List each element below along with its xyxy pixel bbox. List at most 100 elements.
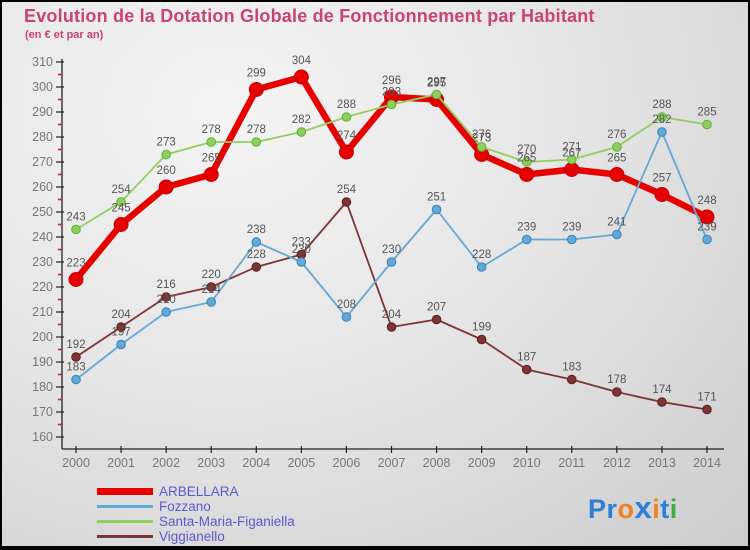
y-tick-label: 290 [32,105,53,119]
data-label-arbellara: 248 [697,195,716,207]
data-label-viggianello: 174 [652,384,672,396]
data-label-arbellara: 296 [382,75,401,87]
data-label-fozzano: 214 [202,284,222,296]
data-label-arbellara: 257 [652,173,671,185]
legend-item-santa-maria-figaniella: Santa-Maria-Figaniella [97,514,295,529]
data-point-arbellara [113,217,129,232]
data-label-fozzano: 183 [66,362,85,374]
data-label-fozzano: 251 [427,192,446,204]
data-point-viggianello [251,262,262,272]
data-point-fozzano [386,257,397,267]
x-tick-label: 2011 [558,456,585,470]
data-point-viggianello [612,387,622,397]
data-label-santa-maria-figaniella: 278 [202,124,221,136]
data-point-arbellara [338,144,354,160]
data-label-fozzano: 197 [111,327,130,339]
data-label-viggianello: 220 [202,269,221,281]
data-label-viggianello: 199 [472,322,491,334]
logo-letter: t [660,494,670,524]
y-tick-label: 210 [32,305,53,319]
logo-letter: o [617,494,635,524]
data-point-santa-maria-figaniella [116,197,126,207]
data-label-arbellara: 265 [607,153,626,165]
proxiti-logo: Proxiti [588,490,678,526]
y-tick-label: 160 [32,430,53,444]
data-point-fozzano [161,307,171,317]
x-tick-label: 2004 [242,456,270,470]
data-point-fozzano [251,237,262,247]
data-point-santa-maria-figaniella [296,127,307,137]
data-point-fozzano [206,297,217,307]
x-tick-label: 2005 [287,456,315,470]
data-label-santa-maria-figaniella: 285 [697,107,716,119]
legend-item-arbellara: ARBELLARA [97,484,295,499]
data-label-arbellara: 223 [66,258,85,270]
data-label-santa-maria-figaniella: 270 [517,144,536,156]
data-label-santa-maria-figaniella: 243 [66,212,85,224]
data-label-viggianello: 204 [382,309,402,321]
data-point-arbellara [699,209,715,225]
data-label-viggianello: 183 [562,362,581,374]
data-label-fozzano: 239 [517,222,536,234]
data-point-viggianello [702,404,712,415]
data-label-viggianello: 254 [337,184,357,196]
x-tick-label: 2012 [603,456,631,470]
x-tick-label: 2002 [152,456,180,470]
legend-swatch-fozzano [97,505,153,508]
data-point-arbellara [609,167,625,182]
data-label-fozzano: 238 [247,224,266,236]
data-point-santa-maria-figaniella [476,142,487,152]
data-point-viggianello [161,292,171,302]
data-point-viggianello [116,322,126,332]
legend-label-santa-maria-figaniella: Santa-Maria-Figaniella [159,514,295,529]
data-point-viggianello [206,282,217,292]
data-label-fozzano: 208 [337,299,356,311]
logo-letter: i [652,494,661,524]
legend-swatch-viggianello [97,535,153,538]
data-label-arbellara: 299 [247,68,266,80]
y-tick-label: 250 [32,205,53,219]
data-label-santa-maria-figaniella: 297 [427,77,446,89]
data-point-arbellara [564,162,580,177]
data-label-fozzano: 239 [562,222,581,234]
data-label-viggianello: 207 [427,302,446,314]
data-point-fozzano [521,234,532,245]
data-point-fozzano [296,257,307,267]
data-point-viggianello [657,397,667,407]
chart-legend: ARBELLARA Fozzano Santa-Maria-Figaniella Vi… [97,484,295,544]
logo-letter: P [588,494,607,524]
data-label-viggianello: 216 [157,279,176,291]
data-label-arbellara: 304 [292,55,312,67]
data-label-viggianello: 171 [697,392,716,404]
data-point-viggianello [476,334,487,345]
y-tick-label: 200 [32,330,53,344]
data-label-santa-maria-figaniella: 282 [292,114,311,126]
data-point-viggianello [341,197,352,207]
data-point-arbellara [293,69,309,85]
logo-letter: i [669,494,678,524]
data-label-arbellara: 267 [562,148,581,160]
legend-label-viggianello: Viggianello [159,529,225,544]
y-tick-label: 230 [32,255,53,269]
data-label-viggianello: 204 [111,309,131,321]
y-tick-label: 270 [32,155,53,169]
legend-item-fozzano: Fozzano [97,499,295,514]
data-point-fozzano [71,374,81,385]
data-label-santa-maria-figaniella: 288 [337,99,356,111]
data-point-santa-maria-figaniella [161,149,171,160]
data-label-viggianello: 233 [292,237,311,249]
data-label-santa-maria-figaniella: 276 [607,129,626,141]
legend-label-arbellara: ARBELLARA [159,484,239,499]
data-point-fozzano [341,312,352,322]
data-point-fozzano [116,339,126,350]
data-label-viggianello: 187 [517,352,536,364]
legend-label-fozzano: Fozzano [159,499,211,514]
data-point-santa-maria-figaniella [657,112,667,122]
data-label-viggianello: 228 [247,249,266,261]
data-label-arbellara: 274 [337,130,357,142]
legend-swatch-arbellara [97,488,153,495]
y-tick-label: 190 [32,355,53,369]
data-label-arbellara: 245 [111,203,130,215]
data-point-viggianello [386,322,397,332]
